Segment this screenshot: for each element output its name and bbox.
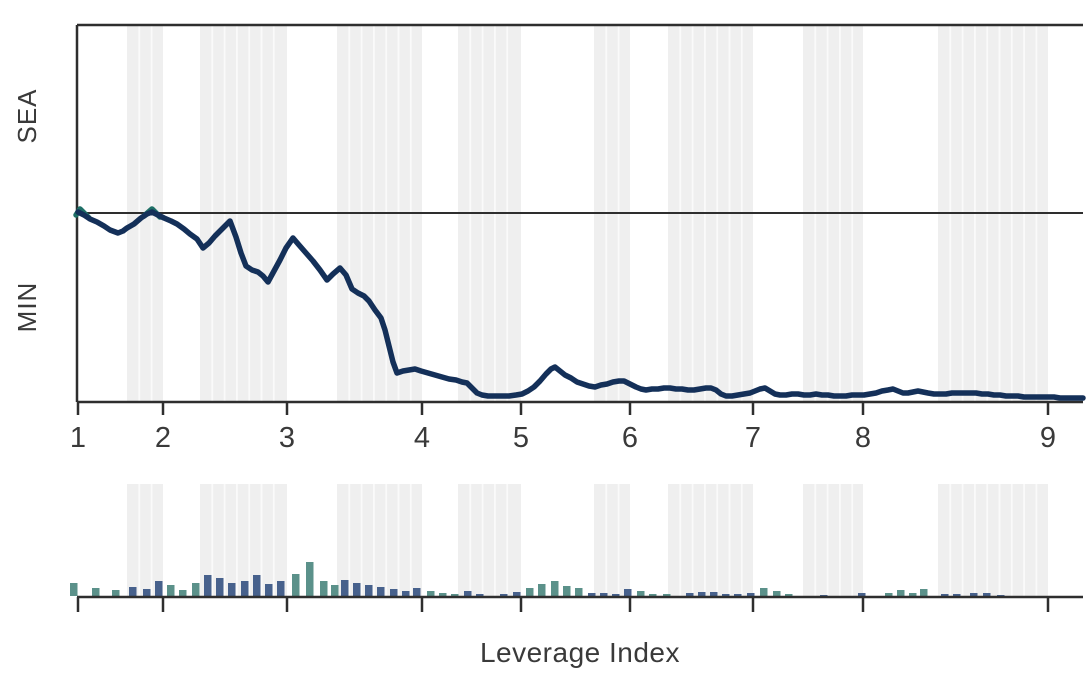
leverage-bars — [70, 562, 1005, 596]
leverage-bands — [127, 484, 1048, 596]
x-tick-labels: 1 2 3 4 5 6 7 8 9 — [70, 422, 1056, 454]
x-tick-label-5: 5 — [513, 422, 529, 454]
winprob-line-group — [75, 209, 1086, 401]
leverage-axis — [76, 595, 1083, 612]
x-tick-label-4: 4 — [414, 422, 430, 454]
x-tick-label-7: 7 — [745, 422, 761, 454]
y-axis-label-sea: SEA — [12, 88, 42, 143]
x-tick-label-8: 8 — [855, 422, 871, 454]
x-tick-label-2: 2 — [155, 422, 171, 454]
y-axis-label-min: MIN — [12, 282, 42, 333]
x-tick-label-1: 1 — [70, 422, 86, 454]
x-tick-marks — [76, 402, 1050, 415]
x-axis-title: Leverage Index — [480, 637, 680, 668]
x-tick-label-6: 6 — [622, 422, 638, 454]
x-tick-label-3: 3 — [279, 422, 295, 454]
x-tick-label-9: 9 — [1040, 422, 1056, 454]
